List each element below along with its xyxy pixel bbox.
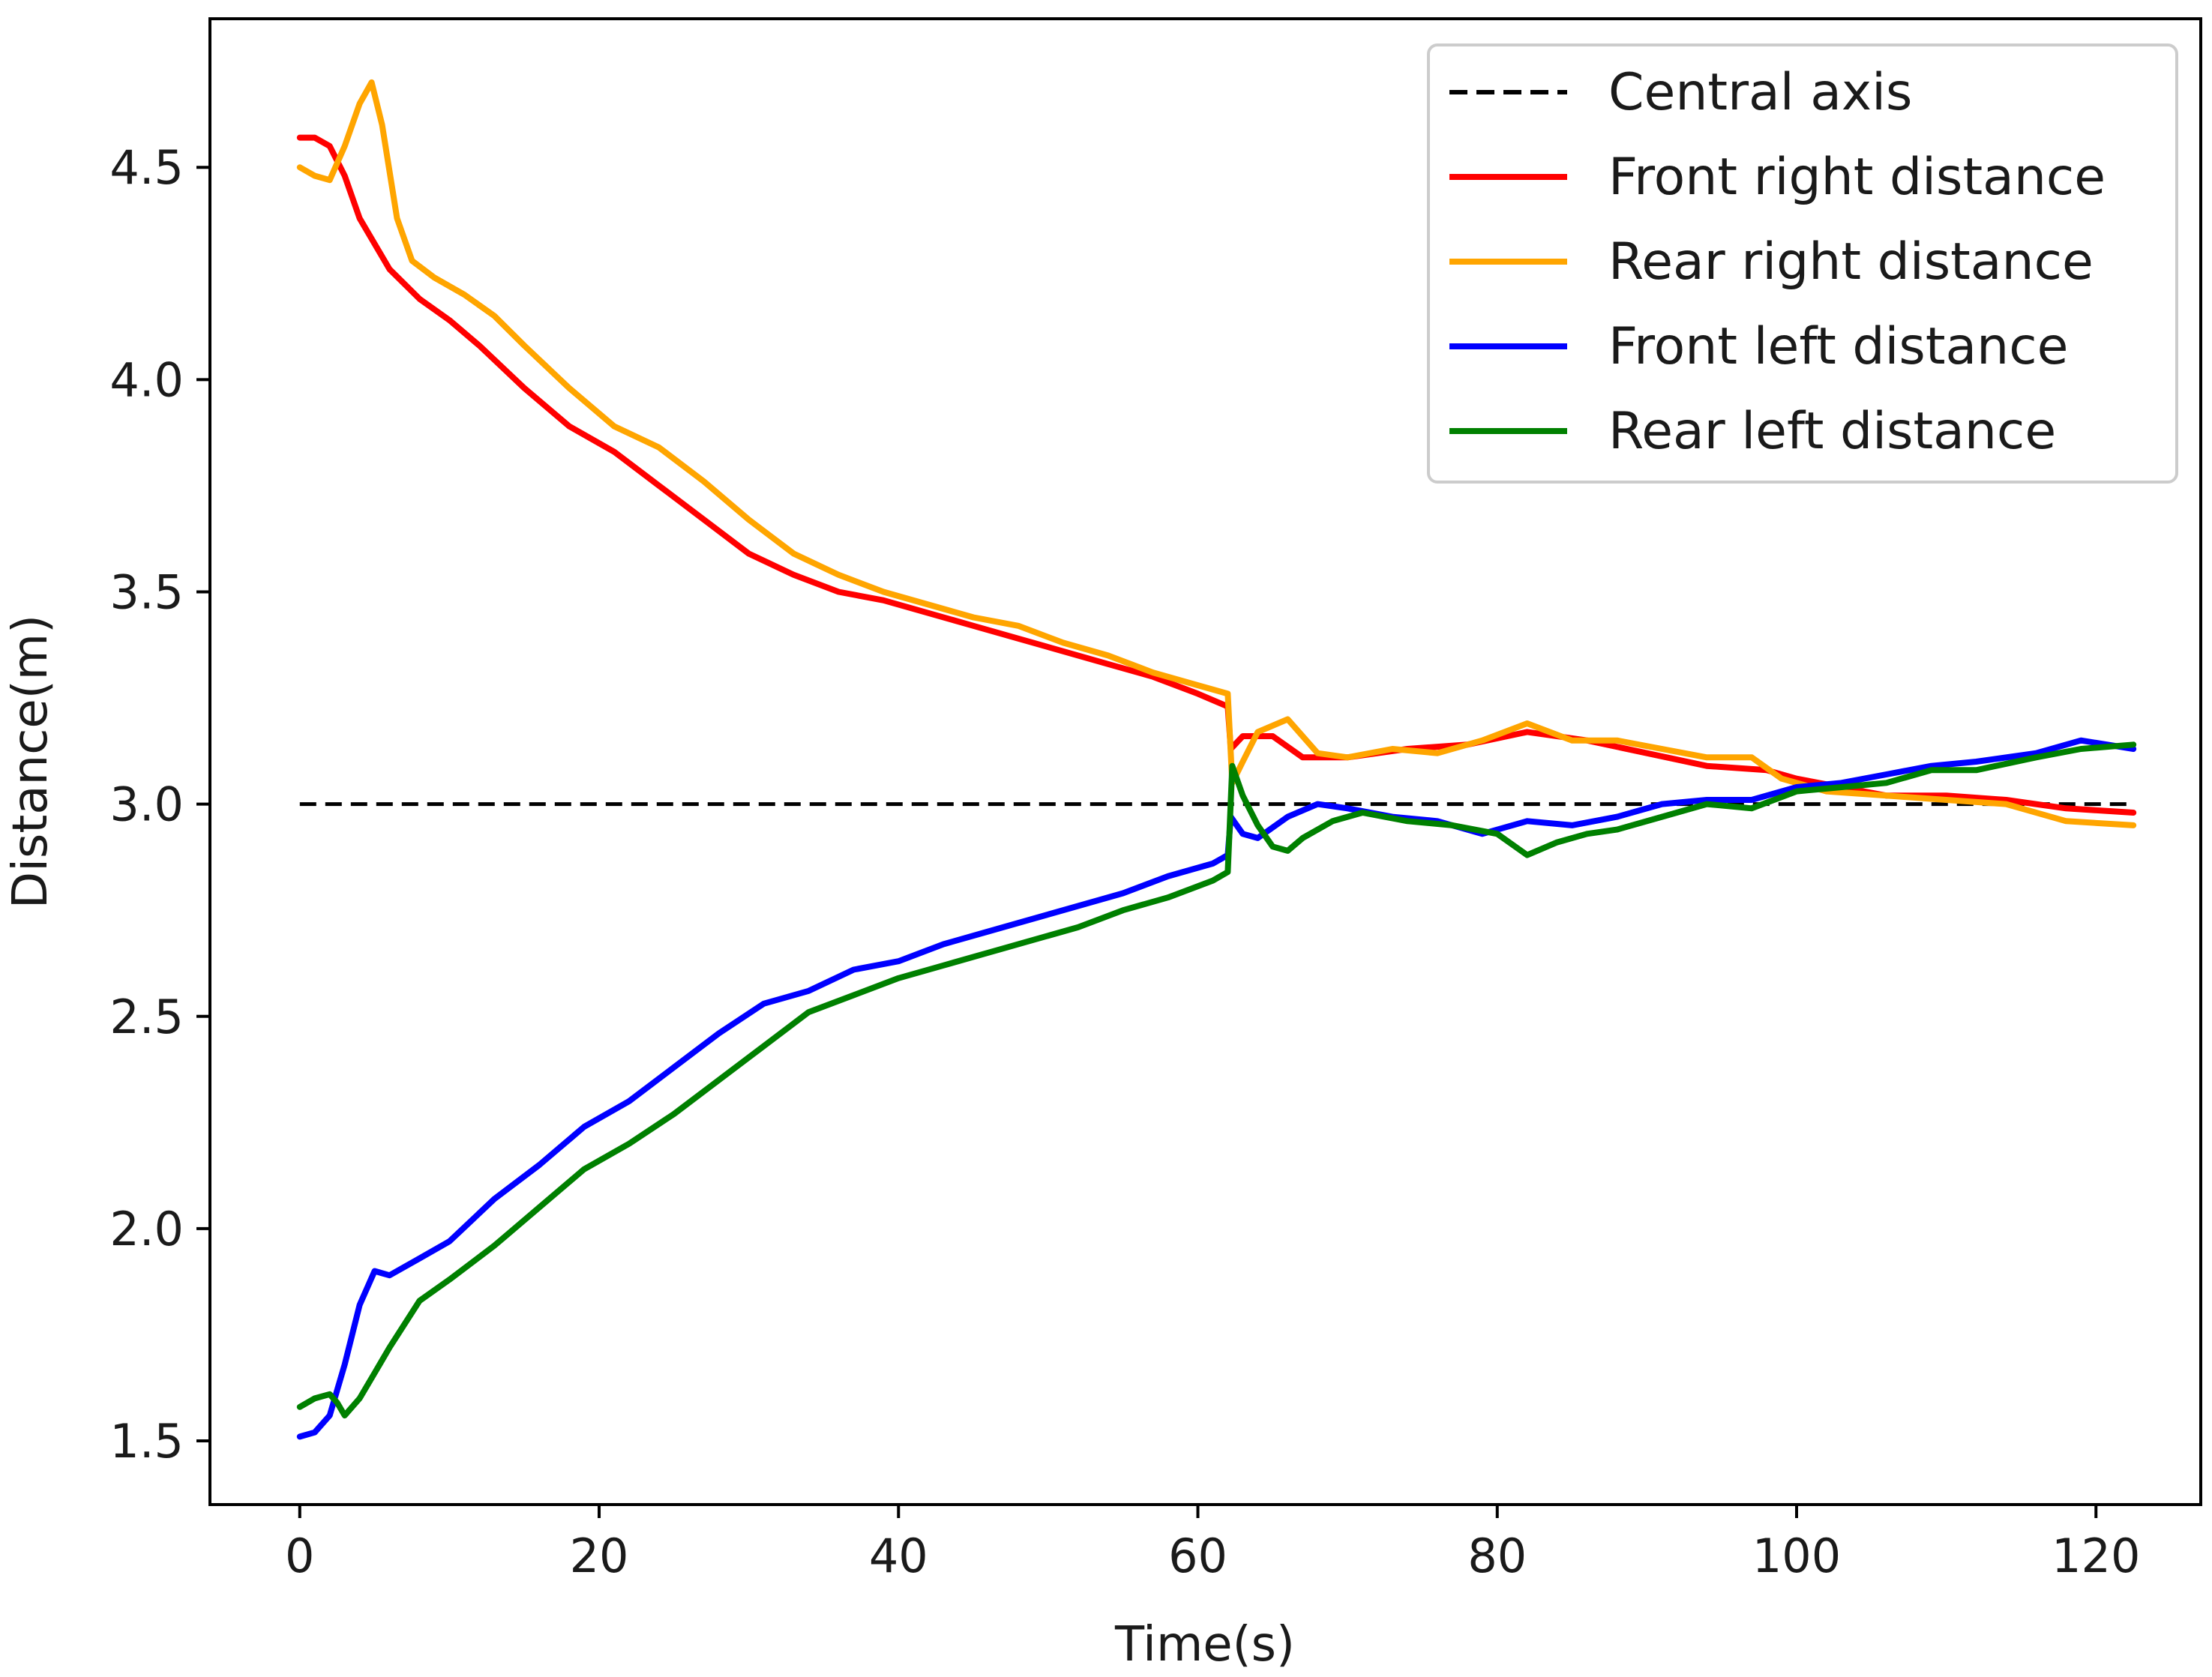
plot-frame (208, 17, 2202, 1506)
legend-box (1427, 43, 2178, 484)
y-tick-label: 4.0 (109, 352, 184, 407)
x-tick-label: 100 (1752, 1529, 1841, 1583)
legend-label-rear-left: Rear left distance (1608, 402, 2056, 461)
series-line-rear-right-distance (296, 79, 2137, 828)
y-tick-label: 2.0 (109, 1202, 184, 1256)
legend-label-front-right: Front right distance (1608, 148, 2106, 207)
y-tick-label: 3.0 (109, 777, 184, 832)
y-tick-label: 4.5 (109, 140, 184, 195)
series-line-front-right-distance (296, 134, 2137, 816)
x-tick-label: 40 (869, 1529, 928, 1583)
x-tick-label: 20 (570, 1529, 629, 1583)
y-tick-label: 1.5 (109, 1414, 184, 1469)
y-axis-ticks: 1.5 2.0 2.5 3.0 3.5 4.0 4.5 (109, 140, 210, 1469)
x-tick-label: 120 (2052, 1529, 2140, 1583)
series-layer (296, 79, 2137, 1440)
legend: Central axis Front right distance Rear r… (1427, 43, 2178, 484)
legend-label-central-axis: Central axis (1608, 63, 1912, 122)
y-tick-label: 3.5 (109, 564, 184, 619)
series-line-rear-left-distance (296, 741, 2137, 1419)
x-tick-label: 60 (1168, 1529, 1227, 1583)
legend-label-front-left: Front left distance (1608, 317, 2069, 376)
y-axis-label: Distance(m) (3, 615, 58, 909)
x-tick-label: 80 (1467, 1529, 1527, 1583)
series-line-front-left-distance (296, 737, 2137, 1440)
x-axis-label: Time(s) (1114, 1617, 1295, 1673)
y-tick-label: 2.5 (109, 990, 184, 1044)
x-tick-label: 0 (285, 1529, 314, 1583)
legend-label-rear-right: Rear right distance (1608, 232, 2094, 292)
x-axis-ticks: 0 20 40 60 80 100 120 (285, 1505, 2140, 1583)
